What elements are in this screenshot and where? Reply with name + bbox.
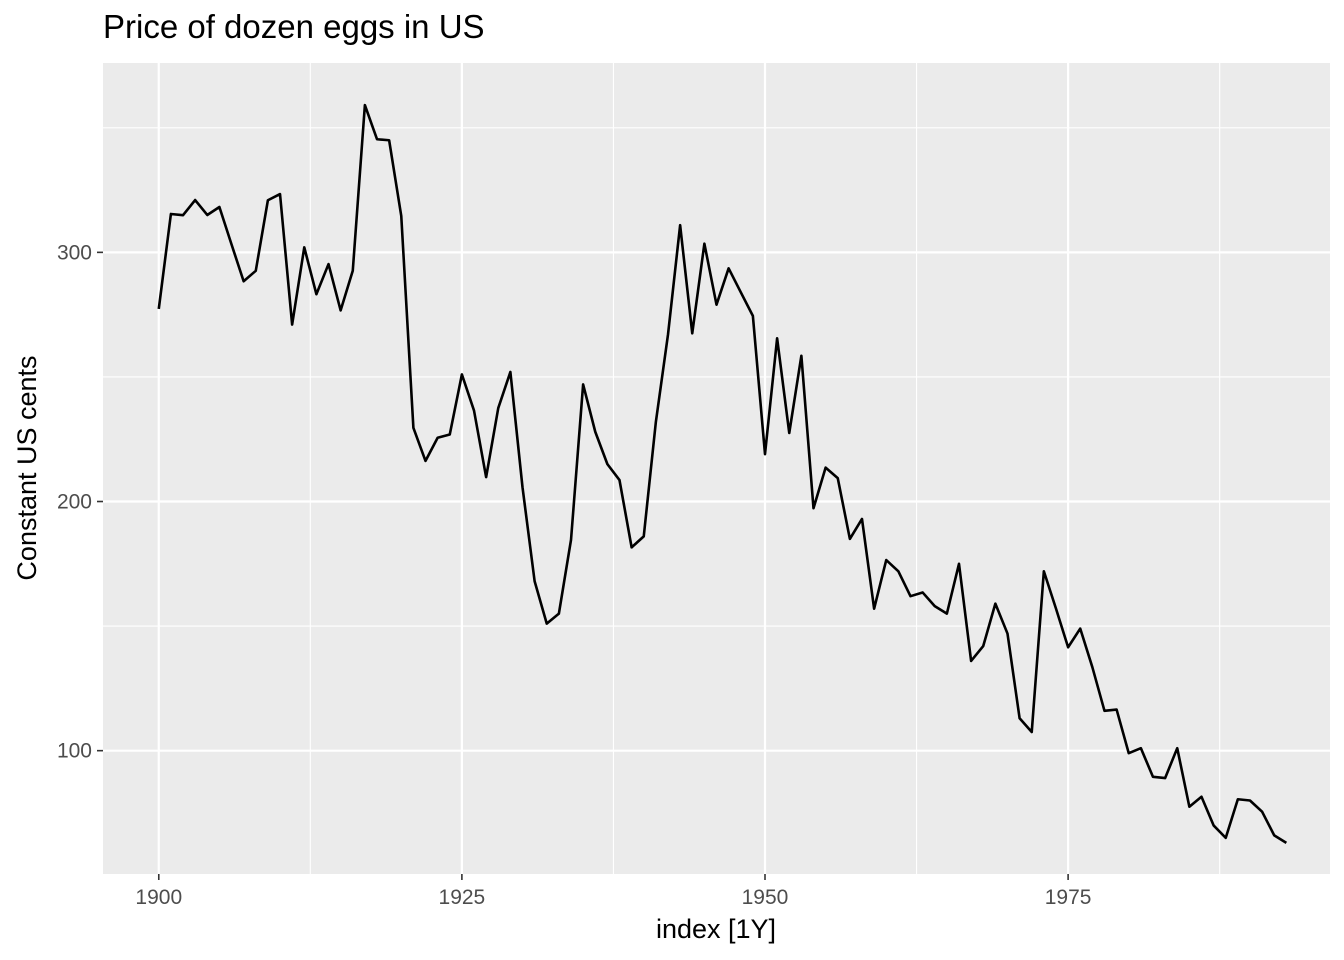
chart-title: Price of dozen eggs in US (103, 8, 485, 45)
minor-gridlines (103, 63, 1330, 874)
x-tick-label: 1900 (135, 886, 182, 909)
y-tick-label: 300 (57, 241, 92, 264)
plot-panel (103, 63, 1330, 874)
major-gridlines (103, 63, 1330, 874)
x-axis-title: index [1Y] (656, 914, 776, 944)
x-tick-label: 1925 (439, 886, 486, 909)
y-axis-title: Constant US cents (12, 355, 42, 580)
series-line (157, 103, 1288, 844)
x-tick-label: 1950 (742, 886, 789, 909)
x-tick-label: 1975 (1045, 886, 1092, 909)
y-tick-label: 200 (57, 491, 92, 514)
y-axis: 100 200 300 (57, 241, 103, 763)
x-axis: 1900 1925 1950 1975 (135, 874, 1091, 909)
y-tick-label: 100 (57, 740, 92, 763)
